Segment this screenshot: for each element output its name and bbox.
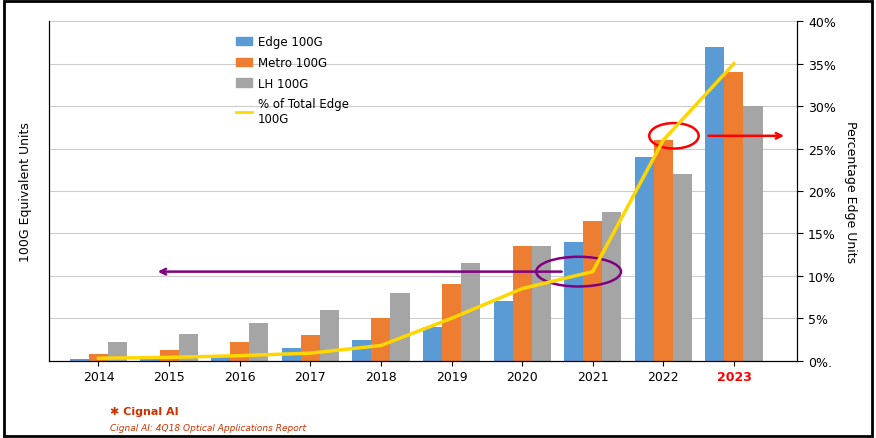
Bar xyxy=(391,293,409,361)
Y-axis label: 100G Equivalent Units: 100G Equivalent Units xyxy=(19,122,32,261)
Bar xyxy=(89,354,108,361)
Bar xyxy=(512,247,532,361)
Bar xyxy=(140,357,159,361)
Bar xyxy=(282,348,300,361)
Bar xyxy=(159,350,179,361)
Bar xyxy=(70,359,89,361)
Text: Cignal AI: 4Q18 Optical Applications Report: Cignal AI: 4Q18 Optical Applications Rep… xyxy=(110,423,306,432)
Bar xyxy=(705,48,724,361)
Bar xyxy=(211,355,230,361)
Bar xyxy=(423,327,442,361)
Bar xyxy=(724,73,744,361)
Y-axis label: Percentage Edge Units: Percentage Edge Units xyxy=(844,120,857,262)
Bar xyxy=(603,213,621,361)
Bar xyxy=(249,323,268,361)
Bar xyxy=(493,302,512,361)
Bar xyxy=(532,247,551,361)
Bar xyxy=(108,343,127,361)
Bar xyxy=(564,242,583,361)
Bar xyxy=(352,340,371,361)
Bar xyxy=(442,285,461,361)
Bar xyxy=(461,264,480,361)
Legend: Edge 100G, Metro 100G, LH 100G, % of Total Edge
100G: Edge 100G, Metro 100G, LH 100G, % of Tot… xyxy=(231,32,354,131)
Bar xyxy=(371,318,391,361)
Bar xyxy=(673,175,692,361)
Bar xyxy=(583,221,603,361)
Bar xyxy=(300,336,320,361)
Text: ✱ Cignal AI: ✱ Cignal AI xyxy=(110,406,178,416)
Bar xyxy=(744,107,762,361)
Bar xyxy=(635,158,653,361)
Bar xyxy=(230,343,249,361)
Bar xyxy=(320,310,339,361)
Bar xyxy=(653,141,673,361)
Bar xyxy=(179,334,198,361)
